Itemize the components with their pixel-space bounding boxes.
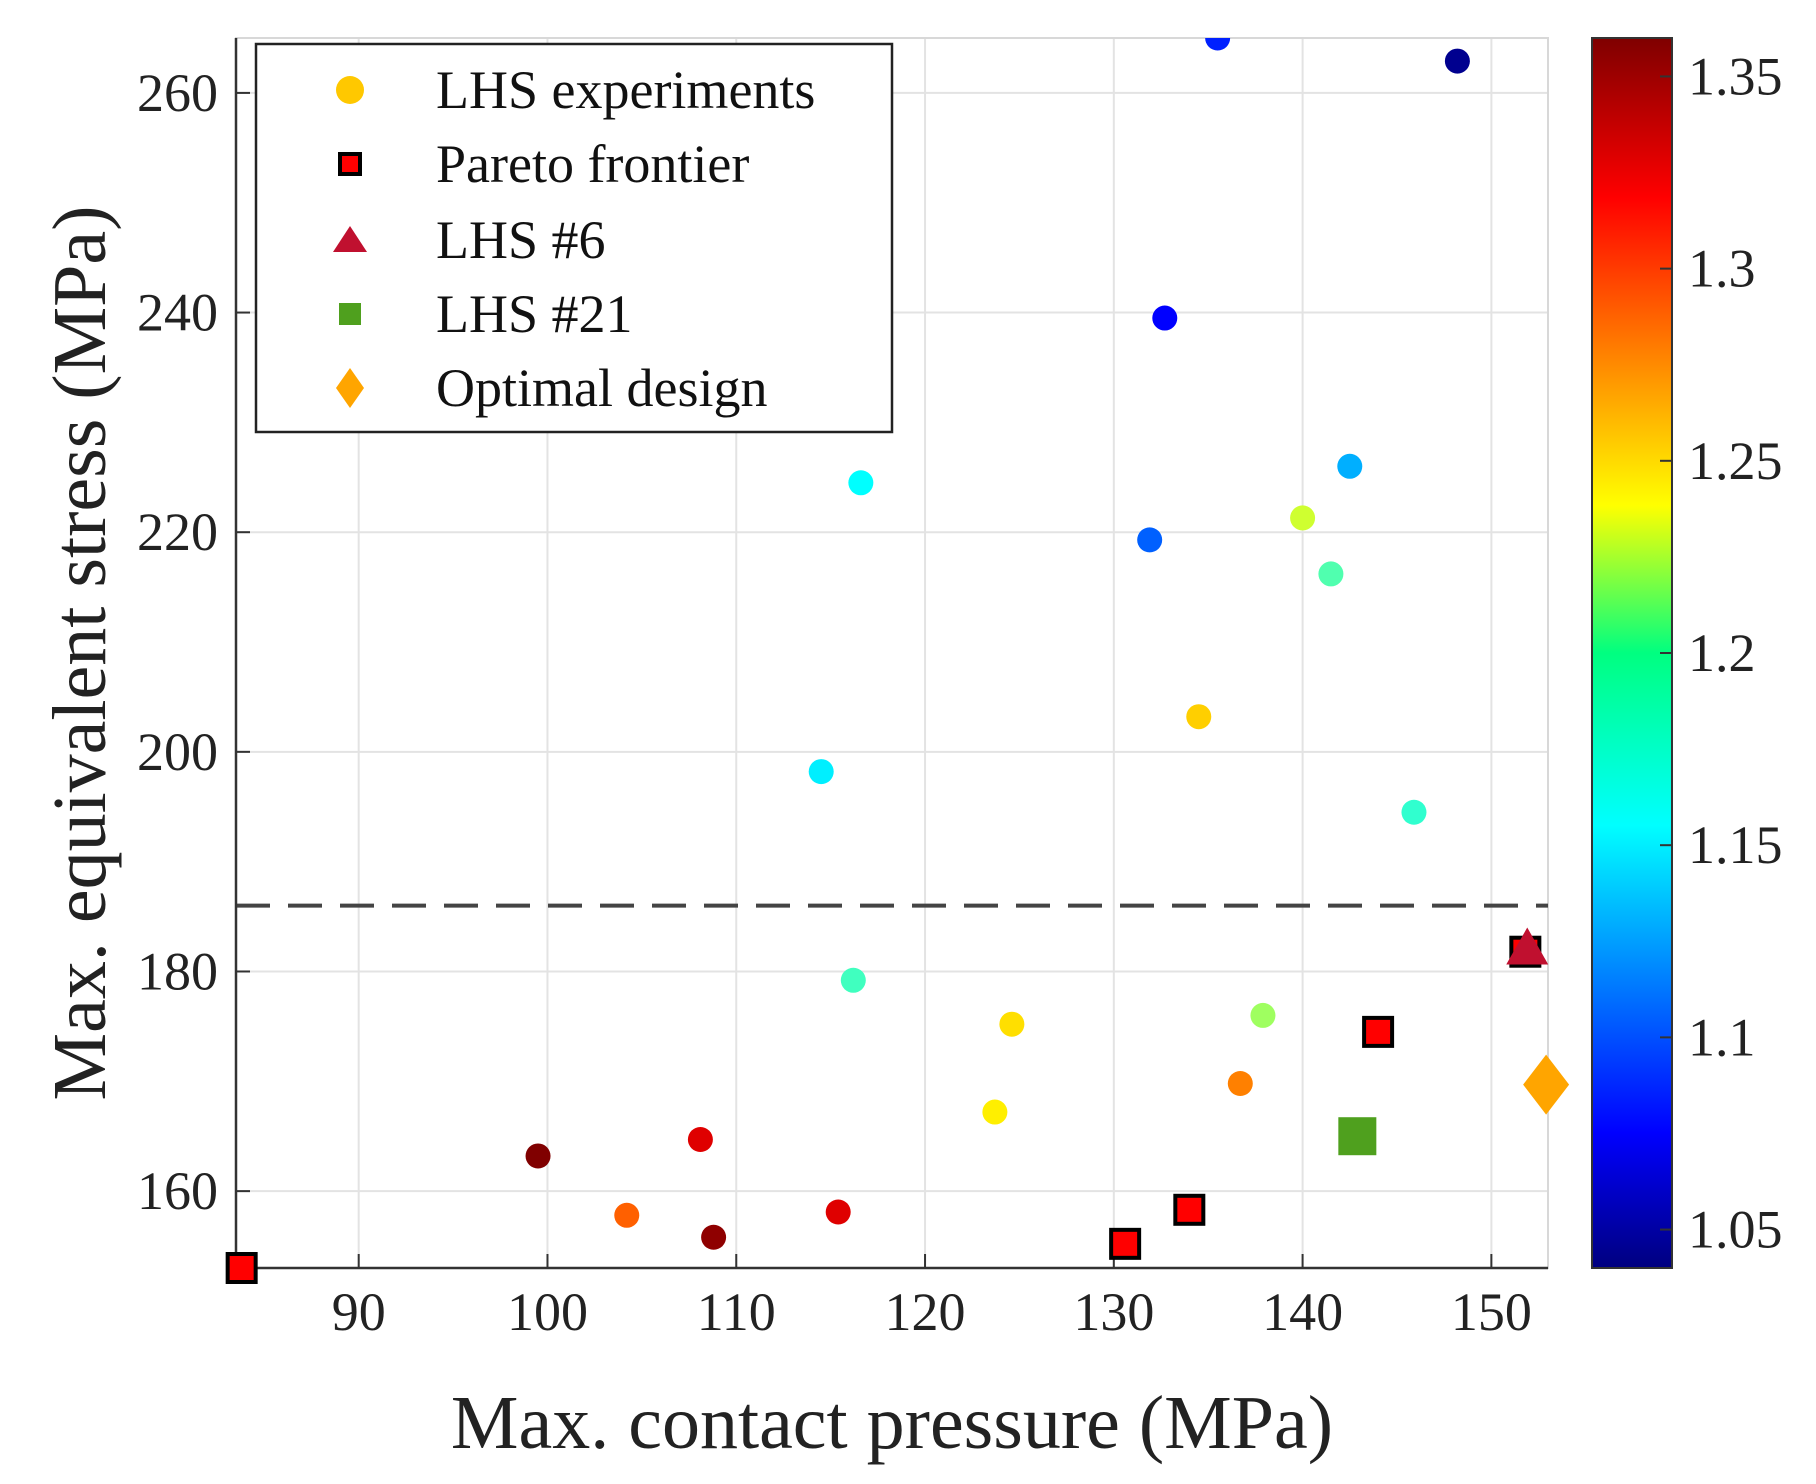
x-tick-label: 150 xyxy=(1451,1282,1532,1342)
legend-label: Optimal design xyxy=(436,358,767,418)
highlight-marker xyxy=(1523,1054,1570,1115)
y-tick-label: 200 xyxy=(137,722,218,782)
colorbar-tick-label: 1.2 xyxy=(1688,623,1756,683)
x-tick-label: 120 xyxy=(885,1282,966,1342)
legend: LHS experiments Pareto frontier LHS #6 LHS … xyxy=(254,42,894,434)
y-tick-label: 240 xyxy=(137,283,218,343)
highlight-marker xyxy=(225,1252,258,1284)
legend-marker xyxy=(333,226,367,252)
highlight-marker xyxy=(1109,1227,1142,1260)
legend-label: LHS experiments xyxy=(436,60,815,120)
colorbar-tick-label: 1.05 xyxy=(1688,1200,1783,1260)
data-point xyxy=(1227,1071,1253,1096)
highlight-marker xyxy=(1338,1117,1377,1156)
x-tick-label: 140 xyxy=(1262,1282,1343,1342)
y-tick-label: 180 xyxy=(137,941,218,1001)
data-point xyxy=(808,759,834,785)
data-point xyxy=(840,967,866,993)
data-point xyxy=(1137,527,1163,553)
x-tick-labels: 90 100 110 120 130 140 150 xyxy=(332,1282,1532,1342)
y-tick-labels: 160 180 200 220 240 260 xyxy=(137,63,218,1221)
data-point xyxy=(1290,505,1316,531)
data-point xyxy=(701,1224,727,1250)
data-point xyxy=(1337,453,1363,479)
legend-label: LHS #6 xyxy=(436,210,606,270)
x-axis-label: Max. contact pressure (MPa) xyxy=(451,1381,1333,1465)
y-tick-label: 160 xyxy=(137,1161,218,1221)
data-point xyxy=(1205,38,1231,51)
data-point xyxy=(525,1143,551,1169)
legend-marker xyxy=(339,303,361,325)
data-point xyxy=(614,1202,640,1228)
data-point xyxy=(1186,704,1212,730)
data-point xyxy=(848,470,874,496)
data-point xyxy=(1444,48,1470,74)
data-point xyxy=(687,1127,713,1153)
axes xyxy=(234,38,1548,1270)
x-tick-label: 100 xyxy=(507,1282,588,1342)
data-point xyxy=(1401,799,1427,825)
data-marks xyxy=(525,38,1470,1250)
legend-marker xyxy=(336,76,364,104)
highlight-marker xyxy=(1506,927,1549,965)
legend-label: Pareto frontier xyxy=(436,134,749,194)
colorbar-tick-label: 1.3 xyxy=(1688,239,1756,299)
x-tick-label: 90 xyxy=(332,1282,386,1342)
data-point xyxy=(825,1199,851,1225)
data-point xyxy=(982,1099,1008,1125)
colorbar-gradient xyxy=(1591,37,1673,1269)
legend-marker xyxy=(338,152,362,176)
y-tick-label: 260 xyxy=(137,63,218,123)
colorbar: 1.05 1.1 1.15 1.2 1.25 1.3 1.35 xyxy=(1591,37,1783,1269)
colorbar-tick-label: 1.35 xyxy=(1688,46,1783,106)
highlight-marker xyxy=(1173,1193,1206,1226)
data-point xyxy=(1152,305,1178,331)
legend-box xyxy=(254,42,894,434)
x-tick-label: 130 xyxy=(1073,1282,1154,1342)
data-point xyxy=(1318,561,1344,587)
colorbar-tick-label: 1.25 xyxy=(1688,431,1783,491)
y-tick-label: 220 xyxy=(137,502,218,562)
legend-label: LHS #21 xyxy=(436,284,633,344)
data-point xyxy=(1250,1002,1276,1028)
data-marks-edge xyxy=(225,927,1570,1284)
y-axis-label: Max. equivalent stress (MPa) xyxy=(38,206,122,1101)
colorbar-tick-label: 1.15 xyxy=(1688,815,1783,875)
x-tick-label: 110 xyxy=(697,1282,776,1342)
legend-marker xyxy=(336,368,364,408)
colorbar-tick-label: 1.1 xyxy=(1688,1007,1756,1067)
highlight-marker xyxy=(1362,1015,1395,1048)
data-point xyxy=(999,1011,1025,1037)
